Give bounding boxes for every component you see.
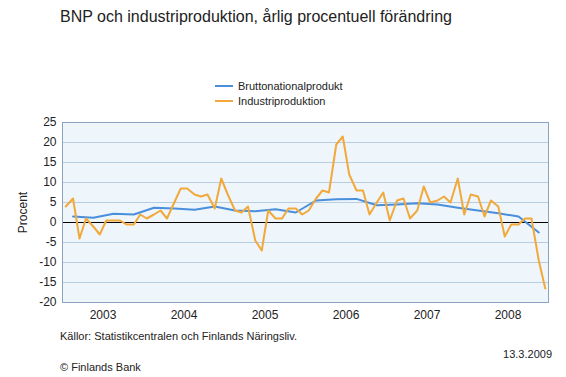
svg-text:20: 20 [43,135,57,149]
html-text:Industriproduktion: Industriproduktion [238,94,326,107]
svg-text:-15: -15 [39,275,57,289]
svg-text:10: 10 [43,175,57,189]
svg-text:-20: -20 [39,295,57,309]
svg-text:2003: 2003 [90,308,117,322]
svg-text:15: 15 [43,155,57,169]
svg-text:Procent: Procent [16,191,30,233]
svg-text:2006: 2006 [333,308,360,322]
svg-text:2005: 2005 [252,308,279,322]
html-text:Källor: Statistikcentralen och: Källor: Statistikcentralen och Finlands … [60,330,297,342]
svg-text:0: 0 [50,215,57,229]
svg-text:2008: 2008 [495,308,522,322]
svg-text:25: 25 [43,115,57,129]
html-text:BNP och industriproduktion, år: BNP och industriproduktion, årlig procen… [60,8,452,25]
html-text:13.3.2009: 13.3.2009 [503,348,552,360]
html-text:© Finlands Bank: © Finlands Bank [60,361,141,373]
svg-text:2004: 2004 [171,308,198,322]
svg-text:-10: -10 [39,255,57,269]
svg-text:5: 5 [50,195,57,209]
html-text:Bruttonationalprodukt: Bruttonationalprodukt [238,79,343,92]
svg-text:-5: -5 [46,235,57,249]
svg-text:2007: 2007 [414,308,441,322]
